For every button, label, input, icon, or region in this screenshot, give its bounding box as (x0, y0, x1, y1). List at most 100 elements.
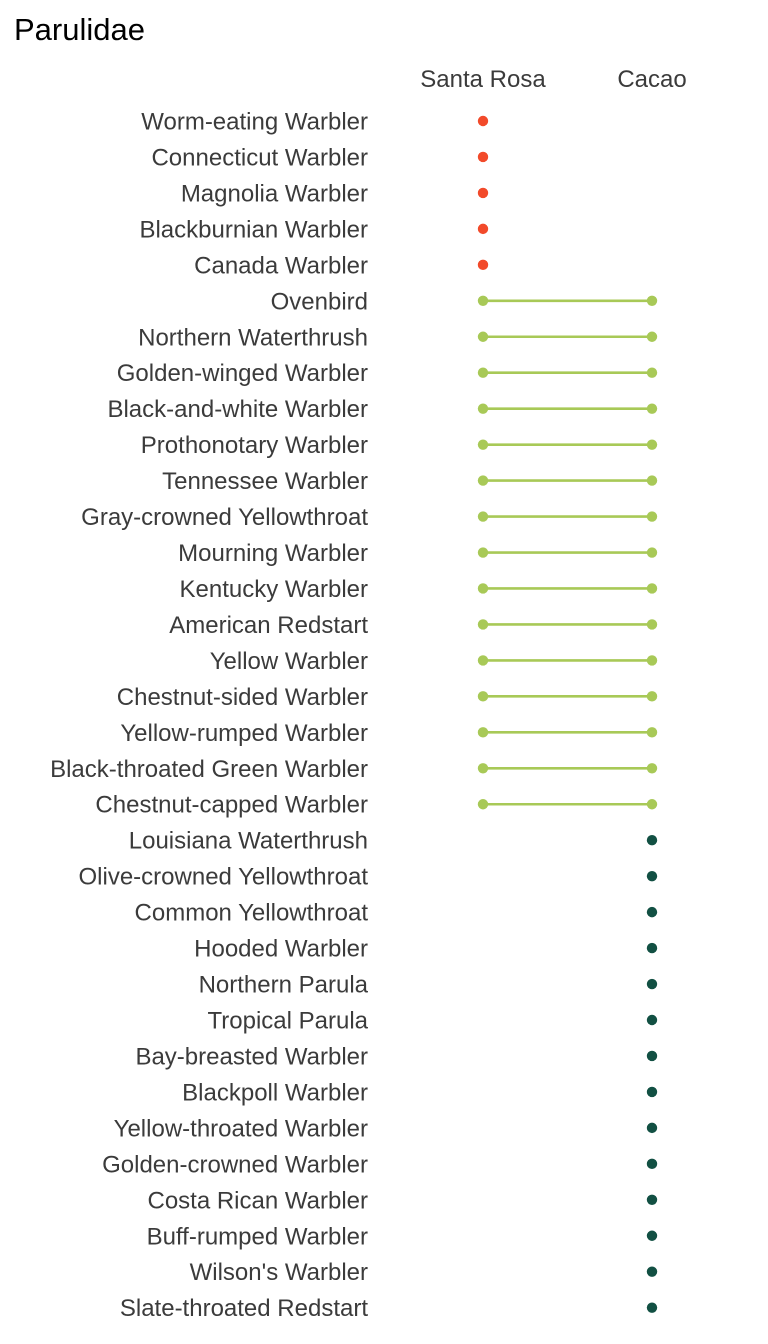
point-cacao (646, 1266, 658, 1277)
point-santa-rosa (477, 511, 489, 522)
point-santa-rosa (477, 223, 489, 235)
row-yellow-rumped-warbler: Yellow-rumped Warbler (120, 720, 658, 747)
point-santa-rosa (477, 547, 489, 558)
species-label: Yellow Warbler (210, 648, 368, 675)
row-kentucky-warbler: Kentucky Warbler (179, 576, 658, 603)
point-cacao (646, 1050, 658, 1062)
point-cacao (646, 439, 658, 450)
point-santa-rosa (477, 619, 489, 630)
point-santa-rosa (477, 151, 489, 163)
row-bay-breasted-warbler: Bay-breasted Warbler (135, 1043, 658, 1070)
row-chestnut-sided-warbler: Chestnut-sided Warbler (117, 684, 658, 711)
point-cacao (646, 295, 658, 306)
point-santa-rosa (477, 475, 489, 486)
point-cacao (646, 367, 658, 378)
point-cacao (646, 799, 658, 810)
point-santa-rosa (477, 439, 489, 450)
species-label: Yellow-throated Warbler (114, 1115, 368, 1142)
species-label: American Redstart (169, 612, 368, 639)
row-hooded-warbler: Hooded Warbler (194, 936, 658, 963)
row-ovenbird: Ovenbird (271, 288, 658, 315)
row-slate-throated-redstart: Slate-throated Redstart (120, 1295, 658, 1322)
species-label: Chestnut-sided Warbler (117, 684, 368, 711)
row-worm-eating-warbler: Worm-eating Warbler (141, 109, 489, 136)
species-label: Blackpoll Warbler (182, 1079, 368, 1106)
point-cacao (646, 727, 658, 738)
species-label: Black-and-white Warbler (107, 396, 368, 423)
point-cacao (646, 331, 658, 342)
point-cacao (646, 1086, 658, 1098)
row-yellow-warbler: Yellow Warbler (210, 648, 658, 675)
point-cacao (646, 1194, 658, 1206)
species-label: Chestnut-capped Warbler (95, 792, 368, 819)
row-golden-winged-warbler: Golden-winged Warbler (117, 360, 658, 387)
row-costa-rican-warbler: Costa Rican Warbler (147, 1187, 658, 1214)
point-cacao (646, 1122, 658, 1134)
point-santa-rosa (477, 115, 489, 127)
species-label: Olive-crowned Yellowthroat (79, 864, 369, 891)
species-label: Kentucky Warbler (179, 576, 368, 603)
row-buff-rumped-warbler: Buff-rumped Warbler (147, 1223, 658, 1250)
species-label: Wilson's Warbler (190, 1259, 368, 1286)
point-cacao (646, 691, 658, 702)
row-common-yellowthroat: Common Yellowthroat (135, 900, 658, 927)
point-cacao (646, 942, 658, 954)
point-santa-rosa (477, 799, 489, 810)
species-label: Louisiana Waterthrush (129, 828, 368, 855)
point-santa-rosa (477, 259, 489, 271)
species-label: Northern Parula (199, 972, 369, 999)
row-american-redstart: American Redstart (169, 612, 658, 639)
row-louisiana-waterthrush: Louisiana Waterthrush (129, 828, 658, 855)
species-label: Northern Waterthrush (138, 324, 368, 351)
species-label: Black-throated Green Warbler (50, 756, 368, 783)
point-santa-rosa (477, 403, 489, 414)
row-tennessee-warbler: Tennessee Warbler (162, 468, 658, 495)
row-wilson-s-warbler: Wilson's Warbler (190, 1259, 658, 1286)
point-santa-rosa (477, 187, 489, 199)
point-santa-rosa (477, 655, 489, 666)
point-cacao (646, 835, 658, 846)
species-label: Canada Warbler (194, 252, 368, 279)
point-cacao (646, 547, 658, 558)
row-chestnut-capped-warbler: Chestnut-capped Warbler (95, 792, 658, 819)
point-cacao (646, 1014, 658, 1026)
row-yellow-throated-warbler: Yellow-throated Warbler (114, 1115, 658, 1142)
row-connecticut-warbler: Connecticut Warbler (151, 144, 489, 171)
row-northern-parula: Northern Parula (199, 972, 658, 999)
row-canada-warbler: Canada Warbler (194, 252, 489, 279)
point-cacao (646, 403, 658, 414)
species-label: Bay-breasted Warbler (135, 1043, 368, 1070)
point-santa-rosa (477, 331, 489, 342)
chart-title: Parulidae (14, 12, 145, 47)
column-label-santa-rosa: Santa Rosa (420, 66, 546, 93)
point-santa-rosa (477, 295, 489, 306)
species-label: Slate-throated Redstart (120, 1295, 368, 1322)
point-cacao (646, 1230, 658, 1241)
point-santa-rosa (477, 727, 489, 738)
column-label-cacao: Cacao (617, 66, 686, 93)
point-cacao (646, 619, 658, 630)
row-magnolia-warbler: Magnolia Warbler (181, 180, 489, 207)
point-cacao (646, 511, 658, 522)
species-label: Hooded Warbler (194, 936, 368, 963)
species-label: Prothonotary Warbler (141, 432, 368, 459)
row-tropical-parula: Tropical Parula (207, 1008, 658, 1035)
point-santa-rosa (477, 763, 489, 774)
species-label: Worm-eating Warbler (141, 109, 368, 136)
row-blackburnian-warbler: Blackburnian Warbler (139, 216, 489, 243)
point-santa-rosa (477, 367, 489, 378)
row-northern-waterthrush: Northern Waterthrush (138, 324, 658, 351)
species-label: Tennessee Warbler (162, 468, 368, 495)
point-cacao (646, 906, 658, 918)
species-label: Buff-rumped Warbler (147, 1223, 368, 1250)
point-cacao (646, 583, 658, 594)
species-label: Connecticut Warbler (151, 144, 368, 171)
species-label: Gray-crowned Yellowthroat (81, 504, 368, 531)
row-black-throated-green-warbler: Black-throated Green Warbler (50, 756, 658, 783)
point-cacao (646, 1158, 658, 1170)
rows-layer: Worm-eating Warbler Connecticut Warbler Ma… (50, 109, 658, 1322)
point-cacao (646, 870, 658, 882)
species-label: Yellow-rumped Warbler (120, 720, 368, 747)
point-cacao (646, 475, 658, 486)
row-olive-crowned-yellowthroat: Olive-crowned Yellowthroat (79, 864, 658, 891)
